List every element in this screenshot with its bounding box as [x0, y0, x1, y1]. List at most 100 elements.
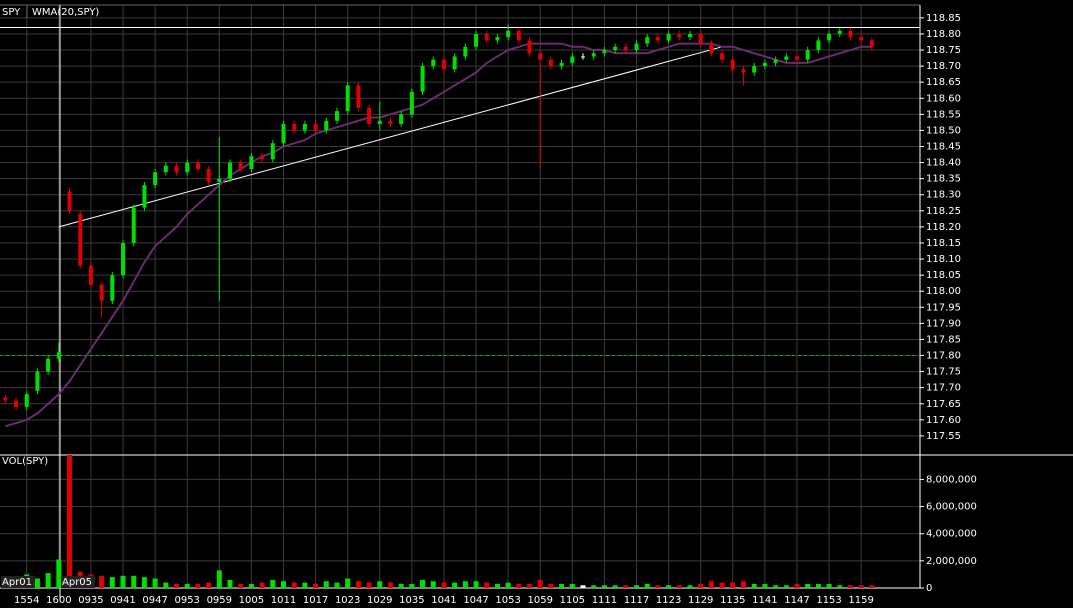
volume-bar [280, 581, 286, 588]
volume-bar [377, 581, 383, 588]
x-tick-label: 1059 [528, 595, 553, 606]
volume-bar [837, 585, 843, 588]
candle-body [409, 91, 414, 115]
x-tick-label: 1141 [752, 595, 777, 606]
candle-body [377, 120, 382, 124]
candle-body [292, 123, 297, 131]
candle-body [174, 165, 179, 173]
volume-bar [698, 583, 704, 588]
candle-body [816, 40, 821, 51]
x-tick-label: 0953 [174, 595, 199, 606]
volume-bar [67, 455, 73, 588]
x-tick-label: 1159 [848, 595, 873, 606]
candle-body [859, 37, 864, 41]
y-tick-label: 117.55 [926, 431, 961, 442]
y-tick-label: 118.85 [926, 13, 961, 24]
volume-bar [740, 581, 746, 588]
x-tick-label: 1005 [239, 595, 264, 606]
y-tick-label: 117.95 [926, 302, 961, 313]
candle-body [345, 85, 350, 112]
volume-bar [174, 583, 180, 588]
volume-bar [452, 582, 458, 588]
volume-bar [751, 583, 757, 588]
volume-bar [494, 583, 500, 588]
volume-bar [45, 573, 51, 588]
volume-bar [655, 585, 661, 588]
volume-bar [580, 585, 586, 588]
candle-body [441, 59, 446, 70]
candle-body [645, 37, 650, 44]
candle-body [281, 123, 286, 144]
volume-bar [559, 583, 565, 588]
volume-bar [762, 583, 768, 588]
y-tick-label: 117.75 [926, 367, 961, 378]
candle-body [762, 62, 767, 67]
volume-bar [131, 575, 137, 588]
volume-bar [783, 585, 789, 588]
candle-body [99, 284, 104, 301]
x-tick-label: 1117 [624, 595, 649, 606]
x-tick-label: 1135 [720, 595, 745, 606]
candle-body [260, 156, 265, 160]
candle-body [634, 43, 639, 51]
volume-bar [409, 583, 415, 588]
candle-body [35, 371, 40, 391]
x-tick-label: 1023 [335, 595, 360, 606]
y-tick-label: 118.45 [926, 141, 961, 152]
volume-title: VOL(SPY) [2, 456, 48, 467]
y-tick-label: 118.25 [926, 206, 961, 217]
candle-body [163, 165, 168, 173]
volume-bar [109, 577, 115, 588]
candle-body [131, 207, 136, 243]
volume-bar [708, 581, 714, 588]
volume-bar [601, 585, 607, 588]
volume-bar [270, 579, 276, 588]
candle-body [14, 400, 19, 407]
x-tick-label: 1554 [14, 595, 39, 606]
candle-body [516, 30, 521, 41]
volume-bar [34, 578, 40, 588]
volume-bar [184, 583, 190, 588]
y-tick-label: 118.10 [926, 254, 961, 265]
x-tick-label: 1029 [367, 595, 392, 606]
volume-tick-label: 6,000,000 [926, 502, 977, 513]
candle-body [302, 123, 307, 131]
volume-bar [259, 582, 265, 588]
candle-body [110, 275, 115, 301]
volume-bar [355, 581, 361, 588]
y-tick-label: 118.55 [926, 109, 961, 120]
legend-label: WMA(20,SPY) [32, 7, 99, 18]
volume-bar [815, 583, 821, 588]
volume-bar [548, 583, 554, 588]
y-tick-label: 117.80 [926, 351, 961, 362]
x-tick-label: 1600 [46, 595, 71, 606]
volume-bar [612, 585, 618, 588]
candle-body [228, 162, 232, 179]
candle-body [720, 53, 725, 60]
x-tick-label: 1111 [592, 595, 617, 606]
volume-bar [120, 575, 126, 588]
candle-body [78, 214, 83, 266]
candle-body [3, 397, 8, 401]
volume-bar [195, 583, 201, 588]
volume-bar [462, 581, 468, 588]
candle-body [206, 169, 211, 182]
candle-body [153, 172, 158, 186]
candle-body [463, 46, 468, 57]
volume-bar [345, 578, 351, 588]
x-tick-label: 1053 [495, 595, 520, 606]
volume-bar [206, 582, 212, 588]
volume-bar [676, 585, 682, 588]
candle-body [431, 59, 436, 67]
candle-body [270, 143, 275, 160]
volume-bar [430, 581, 436, 588]
x-tick-label: 1105 [560, 595, 585, 606]
volume-tick-label: 8,000,000 [926, 474, 977, 485]
x-tick-label: 1041 [431, 595, 456, 606]
candle-body [474, 33, 479, 47]
volume-bar [323, 581, 329, 588]
candle-body [591, 53, 596, 57]
volume-bar [666, 585, 672, 588]
candle-body [142, 185, 147, 208]
